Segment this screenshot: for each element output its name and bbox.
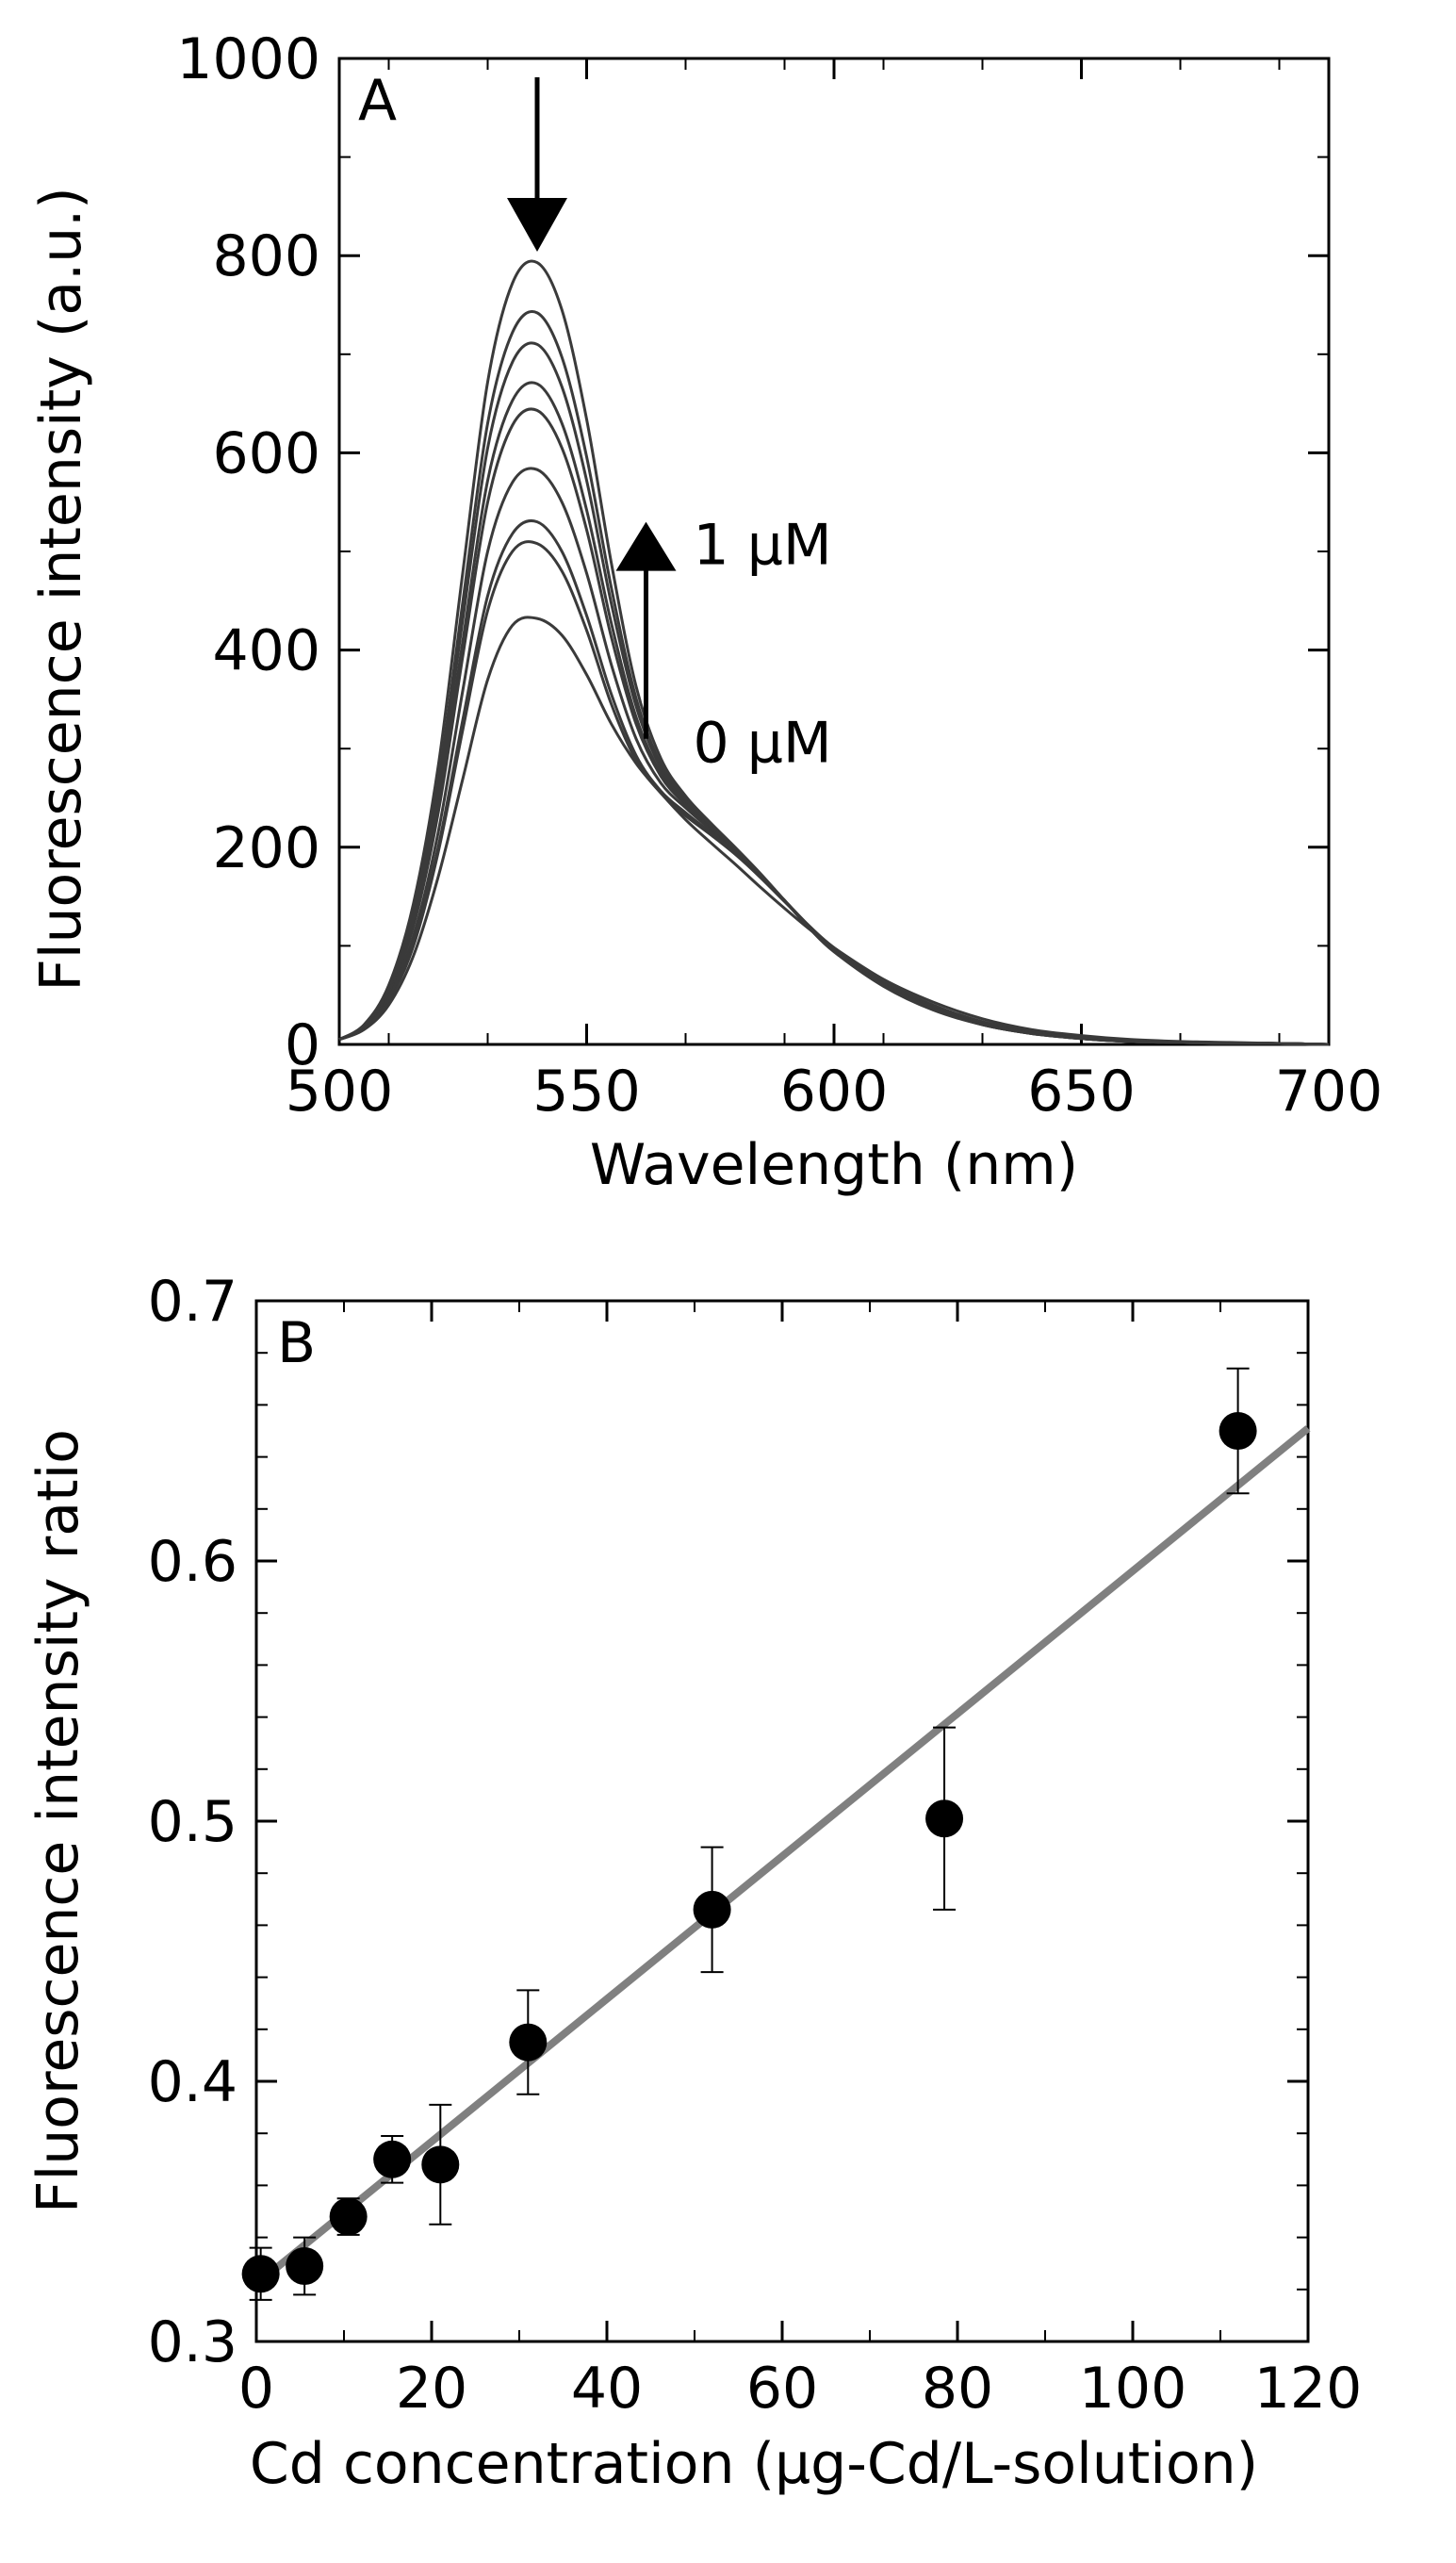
panel-b-plot-frame	[254, 1299, 1310, 2343]
data-point	[925, 1799, 964, 1838]
panel-a-label: A	[358, 68, 397, 134]
x-tick-label: 650	[1027, 1059, 1136, 1125]
panel-a-y-axis-title: Fluorescence intensity (a.u.)	[28, 187, 94, 991]
y-tick-label: 0.4	[148, 2049, 237, 2115]
data-point	[329, 2197, 368, 2236]
spectrum-series-1	[338, 616, 1330, 1046]
panel-b-tick-labels: 0 20 40 60 80 100 120 0.3 0.4 0.5 0.6 0.7	[148, 1269, 1363, 2422]
x-tick-label: 80	[922, 2356, 993, 2422]
panel-a-ticks	[337, 57, 1331, 1046]
spectrum-series-2	[338, 540, 1330, 1046]
panel-b-label: B	[277, 1310, 316, 1376]
panel-b-scatter-chart: 0 20 40 60 80 100 120 0.3 0.4 0.5 0.6 0.7 B Cd conc…	[25, 1269, 1362, 2497]
x-tick-label: 600	[780, 1059, 889, 1125]
x-tick-label: 40	[571, 2356, 643, 2422]
panel-b-data-points	[241, 1412, 1257, 2293]
spectrum-series-9	[338, 259, 1330, 1046]
spectrum-series-4	[338, 467, 1330, 1046]
panel-b-x-axis-title: Cd concentration (μg-Cd/L-solution)	[250, 2431, 1258, 2497]
spectrum-series-7	[338, 341, 1330, 1046]
x-tick-label: 120	[1254, 2356, 1363, 2422]
spectrum-series-3	[338, 518, 1330, 1046]
data-point	[241, 2255, 280, 2293]
y-tick-label: 0.6	[148, 1529, 237, 1595]
spectrum-series-6	[338, 381, 1330, 1046]
data-point	[509, 2023, 548, 2062]
annotation-lower-concentration: 0 μM	[694, 711, 832, 777]
panel-a-annotations	[507, 77, 677, 739]
concentration-up-arrow-icon	[615, 521, 677, 571]
x-tick-label: 20	[396, 2356, 467, 2422]
data-point	[1219, 1412, 1257, 1450]
annotation-upper-concentration: 1 μM	[694, 513, 832, 579]
panel-a-series-lines	[338, 259, 1330, 1046]
x-tick-label: 700	[1275, 1059, 1383, 1125]
data-point	[286, 2246, 324, 2285]
x-tick-label: 550	[532, 1059, 641, 1125]
y-tick-label: 0.5	[148, 1789, 237, 1855]
x-tick-label: 100	[1079, 2356, 1187, 2422]
y-tick-label: 0	[285, 1012, 320, 1078]
panel-b-y-axis-title: Fluorescence intensity ratio	[25, 1429, 91, 2213]
data-point	[421, 2145, 460, 2184]
x-tick-label: 0	[238, 2356, 274, 2422]
y-tick-label: 0.7	[148, 1269, 237, 1335]
y-tick-label: 1000	[176, 26, 320, 92]
data-point	[373, 2140, 412, 2178]
y-tick-label: 200	[212, 815, 320, 881]
panel-a-tick-labels: 500 550 600 650 700 0 200 400 600 800 1000	[176, 26, 1382, 1125]
y-tick-label: 800	[212, 223, 320, 289]
x-tick-label: 60	[746, 2356, 818, 2422]
peak-down-arrow-icon	[507, 198, 567, 252]
data-point	[693, 1890, 731, 1929]
linear-fit-line	[254, 1425, 1311, 2288]
panel-a-x-axis-title: Wavelength (nm)	[590, 1132, 1078, 1198]
y-tick-label: 400	[212, 618, 320, 684]
x-tick-label: 500	[286, 1059, 394, 1125]
panel-b-ticks	[254, 1299, 1310, 2343]
panel-a-spectra-chart: 500 550 600 650 700 0 200 400 600 800 1000 A Wavel…	[28, 26, 1382, 1198]
y-tick-label: 600	[212, 420, 320, 486]
y-tick-label: 0.3	[148, 2309, 237, 2375]
